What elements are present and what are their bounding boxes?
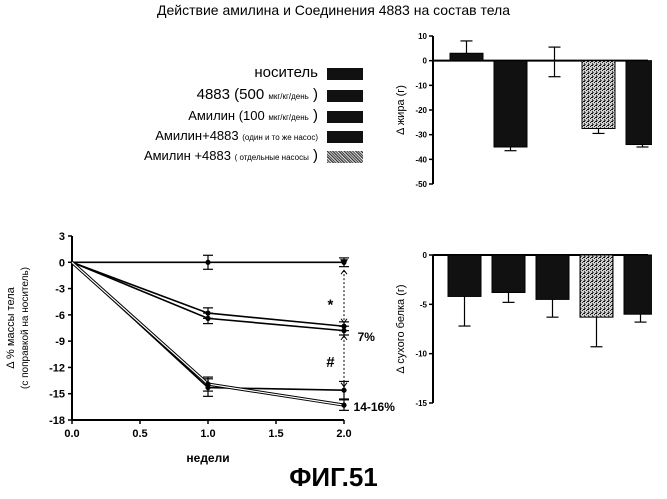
bar — [492, 255, 525, 292]
y-tick-label: 0 — [59, 257, 65, 269]
bar — [582, 61, 615, 129]
legend-label: (один и то же насос) — [242, 133, 318, 142]
legend-label: мкг/кг/день — [268, 92, 308, 101]
x-tick-label: 1.5 — [268, 428, 283, 440]
legend-label: Амилин+4883 — [155, 128, 242, 143]
fat-bar-chart: 10 0 -10 -20 -30 -40 -50 Δ жира (г) — [390, 30, 652, 195]
x-tick-label: 2.0 — [336, 428, 351, 440]
y-tick-label: 3 — [59, 231, 65, 243]
y-tick-label: -15 — [415, 399, 427, 408]
y-tick-label: -6 — [55, 310, 65, 322]
y-axis-label: Δ % массы тела — [5, 286, 17, 368]
y-tick-label: -30 — [415, 131, 427, 140]
legend-entry: Амилин+4883 (один и то же насос) — [155, 127, 318, 145]
y-tick-label: -12 — [49, 362, 65, 374]
y-axis-label: Δ жира (г) — [395, 85, 407, 135]
legend-label: ) — [309, 147, 318, 164]
legend-label: 4883 (500 — [197, 86, 269, 103]
legend-entry: 4883 (500 мкг/кг/день ) — [197, 86, 318, 104]
bar — [536, 255, 569, 299]
y-tick-label: 0 — [423, 57, 428, 66]
bar — [450, 53, 483, 60]
legend-label: Амилин (100 — [188, 108, 268, 123]
data-point — [341, 403, 346, 408]
legend-label: Амилин +4883 — [144, 148, 235, 163]
legend-label: носитель — [254, 64, 318, 81]
chart-annotation: 14-16% — [354, 400, 396, 414]
y-tick-label: -15 — [49, 389, 65, 401]
bar — [448, 255, 481, 296]
y-tick-label: 10 — [418, 32, 427, 41]
bar — [494, 61, 527, 147]
y-tick-label: -18 — [49, 415, 65, 427]
y-tick-label: -40 — [415, 155, 427, 164]
y-tick-label: -20 — [415, 106, 427, 115]
y-axis-label: Δ сухого белка (г) — [395, 284, 407, 373]
bar — [580, 255, 613, 317]
data-point — [341, 328, 346, 333]
y-tick-label: -10 — [415, 350, 427, 359]
legend-swatch — [327, 90, 363, 102]
bar — [626, 61, 652, 145]
y-tick-label: -10 — [415, 81, 427, 90]
x-tick-label: 1.0 — [200, 428, 215, 440]
legend-swatch — [327, 151, 363, 163]
body-weight-line-chart: 30-3-6-9-12-15-180.00.51.01.52.0неделиΔ … — [0, 228, 400, 478]
legend-label: мкг/кг/день — [268, 113, 308, 122]
figure-label: ФИГ.51 — [0, 462, 667, 493]
legend-label: ) — [309, 107, 318, 124]
legend-swatch — [327, 111, 363, 123]
x-tick-label: 0.0 — [64, 428, 79, 440]
data-point — [205, 260, 210, 265]
y-tick-label: 0 — [423, 251, 428, 260]
legend-swatch — [327, 131, 363, 143]
data-point — [205, 381, 210, 386]
chart-annotation: 7% — [358, 330, 376, 344]
chart-annotation: * — [327, 296, 333, 313]
legend-label: ) — [309, 86, 318, 103]
y-tick-label: -50 — [415, 180, 427, 189]
legend-entry: носитель — [254, 64, 318, 82]
figure-title: Действие амилина и Соединения 4883 на со… — [0, 2, 667, 18]
y-tick-label: -3 — [55, 284, 65, 296]
chart-annotation: # — [326, 354, 335, 371]
legend-label: ( отдельные насосы — [235, 153, 309, 162]
x-tick-label: 0.5 — [132, 428, 147, 440]
legend-entry: Амилин +4883 ( отдельные насосы ) — [144, 147, 318, 165]
legend-swatch — [327, 68, 363, 80]
y-axis-label-secondary: (с поправкой на носитель) — [20, 267, 31, 389]
y-tick-label: -5 — [420, 300, 428, 309]
bar — [624, 255, 652, 314]
legend-entry: Амилин (100 мкг/кг/день ) — [188, 107, 318, 125]
data-point — [205, 316, 210, 321]
y-tick-label: -9 — [55, 336, 65, 348]
lean-mass-bar-chart: 0 -5 -10 -15 Δ сухого белка (г) — [390, 250, 652, 415]
data-point — [341, 388, 346, 393]
